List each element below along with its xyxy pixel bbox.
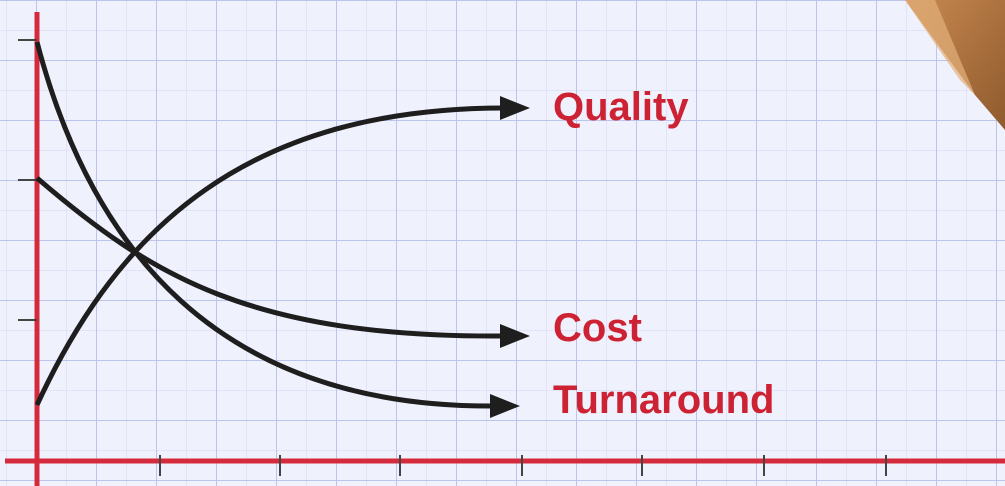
curve-label: Cost xyxy=(553,306,642,350)
major-grid xyxy=(0,0,1005,486)
diagram: Quality Cost Turnaround xyxy=(0,0,1005,486)
curve-label: Quality xyxy=(553,85,689,129)
page: Quality Cost Turnaround (() => { const d… xyxy=(0,0,1005,486)
curve-label: Turnaround xyxy=(553,378,774,422)
